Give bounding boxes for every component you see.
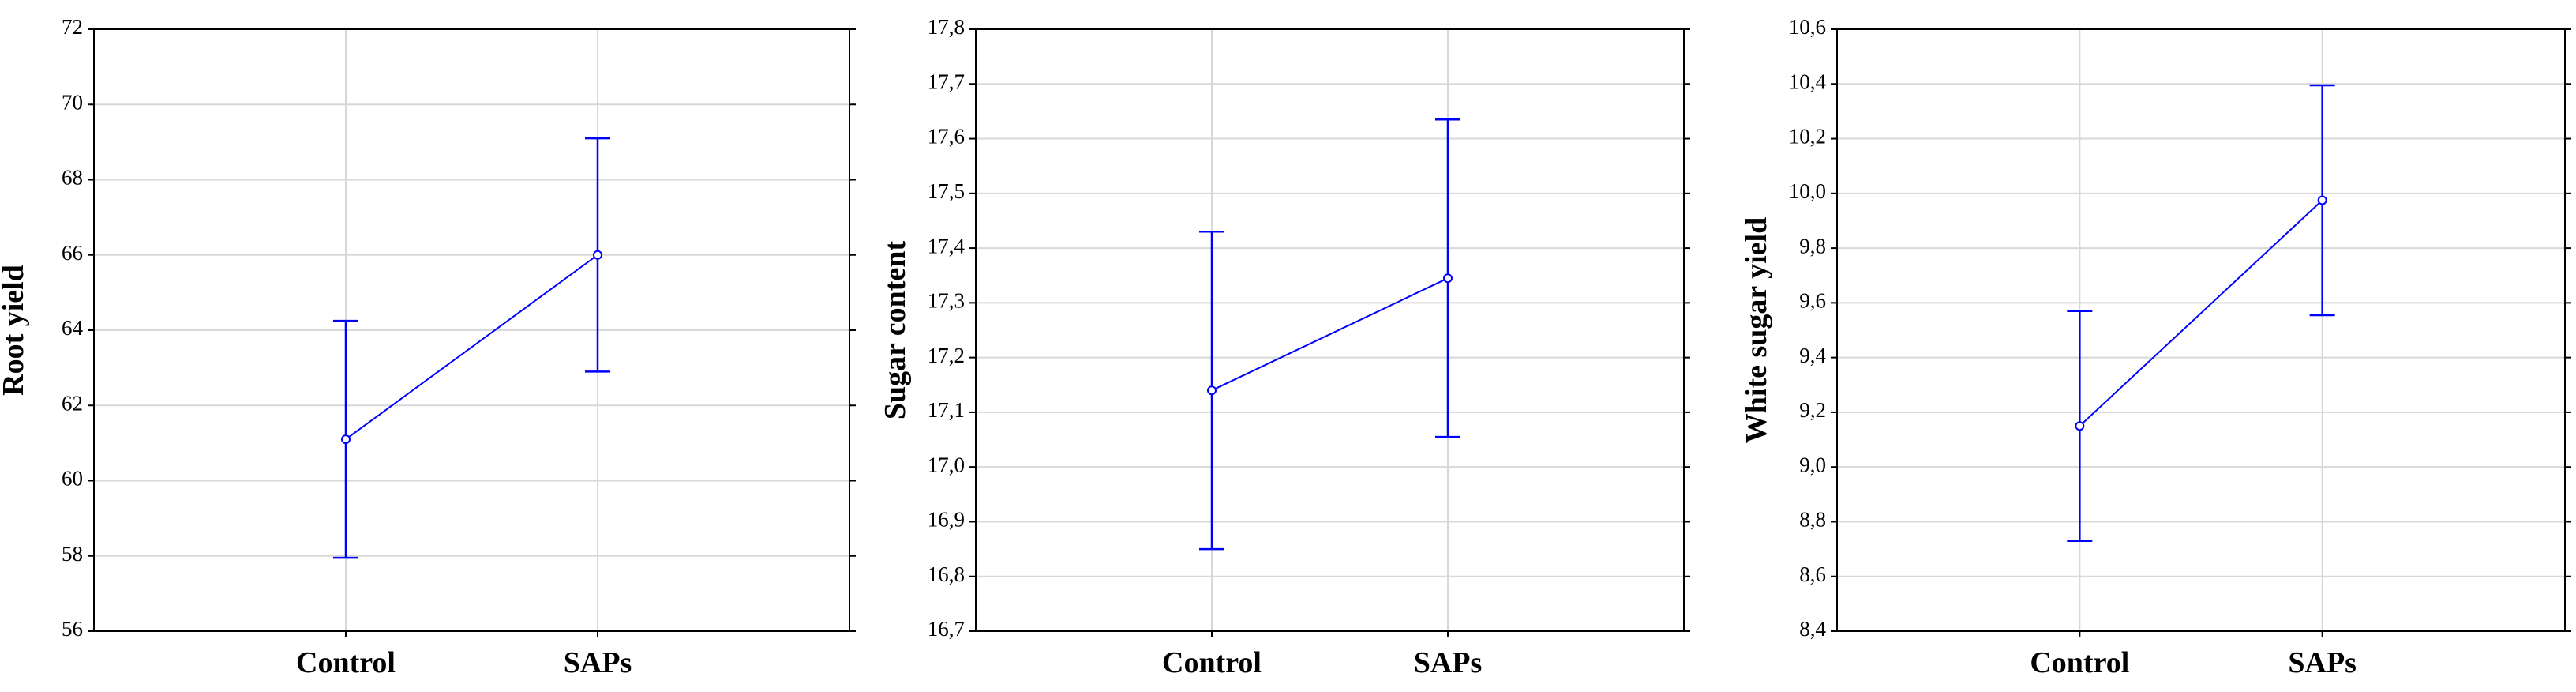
x-tick-label: Control — [2030, 646, 2129, 679]
y-tick-label: 66 — [62, 241, 83, 265]
point — [593, 250, 602, 260]
point — [2075, 421, 2085, 431]
y-axis-label: Root yield — [0, 265, 30, 396]
y-axis-label: White sugar yield — [1740, 217, 1773, 443]
y-tick-label: 62 — [62, 391, 83, 415]
y-tick-label: 17,0 — [928, 453, 965, 476]
panel: 16,7 16,8 16,9 17,0 17,1 17,2 17,3 17,4 17,5 17,6… — [879, 15, 1690, 679]
y-tick-label: 16,8 — [928, 562, 965, 586]
plot-frame — [93, 28, 850, 632]
point — [2317, 195, 2327, 205]
y-tick-label: 10,4 — [1789, 70, 1827, 93]
y-tick-label: 9,2 — [1799, 398, 1826, 422]
point — [1207, 385, 1217, 396]
y-tick-label: 17,7 — [928, 70, 965, 93]
y-tick-label: 17,5 — [928, 179, 965, 203]
y-tick-label: 17,2 — [928, 344, 965, 367]
line — [2079, 199, 2323, 427]
y-tick-label: 8,6 — [1799, 562, 1826, 586]
y-tick-label: 58 — [62, 542, 83, 566]
y-tick-label: 17,6 — [928, 125, 965, 149]
panel: 8,4 8,6 8,8 9,0 9,2 9,4 9,6 9,8 10,0 10,2 10,4 10,6… — [1740, 15, 2571, 679]
y-tick-label: 72 — [62, 15, 83, 39]
y-tick-label: 60 — [62, 467, 83, 491]
y-tick-label: 8,4 — [1799, 617, 1826, 641]
y-tick-label: 17,1 — [928, 398, 965, 422]
y-tick-label: 17,3 — [928, 289, 965, 313]
x-tick-label: SAPs — [2288, 646, 2357, 679]
plot-frame — [1836, 28, 2566, 632]
y-tick-label: 16,9 — [928, 508, 965, 532]
y-tick-label: 8,8 — [1799, 508, 1826, 532]
y-tick-label: 10,6 — [1789, 15, 1826, 39]
x-tick-label: Control — [1162, 646, 1262, 679]
y-axis-label: Sugar content — [879, 241, 912, 420]
y-tick-label: 9,8 — [1799, 234, 1826, 258]
x-tick-label: SAPs — [1414, 646, 1483, 679]
y-tick-label: 68 — [62, 166, 83, 190]
y-tick-label: 9,0 — [1799, 453, 1826, 476]
point — [1443, 273, 1453, 284]
line — [1211, 277, 1449, 392]
x-tick-label: SAPs — [564, 646, 632, 679]
y-tick-label: 10,2 — [1789, 125, 1826, 149]
panel: 56 58 60 62 64 66 68 70 72 Control SAPs Root yield — [0, 15, 856, 679]
line — [345, 254, 598, 440]
y-tick-label: 64 — [62, 316, 84, 340]
y-tick-label: 9,6 — [1799, 289, 1826, 313]
y-tick-label: 56 — [62, 617, 83, 641]
y-tick-label: 16,7 — [928, 617, 965, 641]
y-tick-label: 70 — [62, 90, 83, 114]
y-tick-label: 10,0 — [1789, 179, 1826, 203]
y-tick-label: 17,4 — [928, 234, 966, 258]
plot-frame — [975, 28, 1685, 632]
y-tick-label: 17,8 — [928, 15, 965, 39]
y-tick-label: 9,4 — [1799, 344, 1826, 367]
point — [341, 434, 351, 445]
x-tick-label: Control — [296, 646, 396, 679]
